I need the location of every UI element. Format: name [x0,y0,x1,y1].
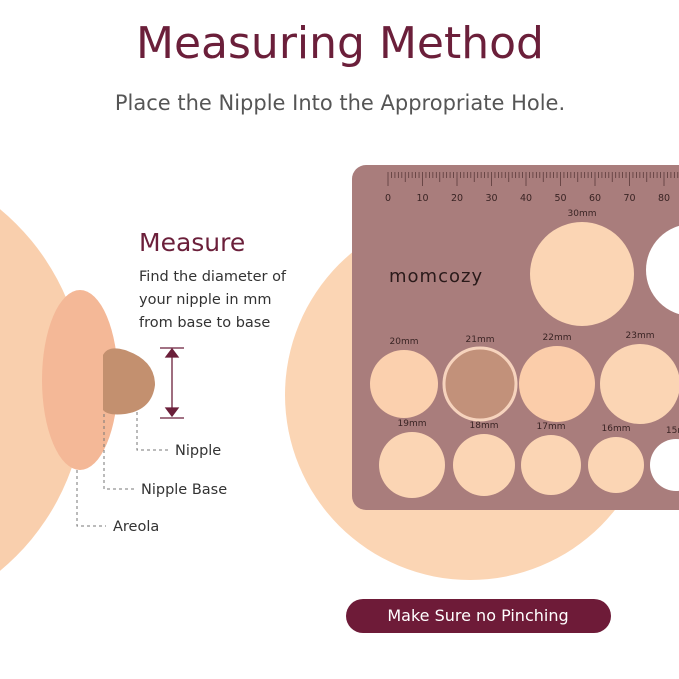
hole [588,437,644,493]
hole-label: 21mm [466,335,495,345]
label: Nipple [175,443,221,459]
ruler-number: 10 [416,193,428,204]
hole-label: 20mm [390,337,419,347]
label: Nipple Base [141,482,227,498]
ruler-scale [387,172,679,186]
hole [650,439,679,491]
holes [370,222,679,498]
ruler-number: 60 [589,193,601,204]
hole-label: 23mm [626,331,655,341]
hole-label: 15m [666,426,679,436]
hole [646,225,679,315]
areola [42,290,118,470]
button [346,599,611,633]
measure-line: from base to base [139,315,270,331]
hole-label: 19mm [398,419,427,429]
leader-lines [76,412,168,527]
hole [521,435,581,495]
ruler-number: 0 [385,193,391,204]
hole [379,432,445,498]
title: Measuring Method [136,18,544,69]
hole [453,434,515,496]
brand: momcozy [389,266,483,287]
ruler-number: 20 [451,193,463,204]
hole-label: 17mm [537,422,566,432]
ruler-number: 40 [520,193,532,204]
ruler-number: 80 [658,193,670,204]
hole [530,222,634,326]
button-label: Make Sure no Pinching [387,606,568,625]
hole [600,344,679,424]
ruler-number: 30 [485,193,497,204]
hole-label: 22mm [543,333,572,343]
measure-line: your nipple in mm [139,292,271,308]
measure-line: Find the diameter of [139,269,287,285]
subtitle: Place the Nipple Into the Appropriate Ho… [115,91,565,115]
hole-label: 30mm [568,209,597,219]
measure-heading: Measure [139,228,245,257]
ruler-number: 50 [554,193,566,204]
hole [519,346,595,422]
hole [442,346,518,422]
ruler-number: 70 [623,193,635,204]
nipple [103,348,155,415]
measure-arrow [160,347,184,419]
hole [370,350,438,418]
label: Areola [113,519,159,535]
hole-label: 16mm [602,424,631,434]
hole-label: 18mm [470,421,499,431]
